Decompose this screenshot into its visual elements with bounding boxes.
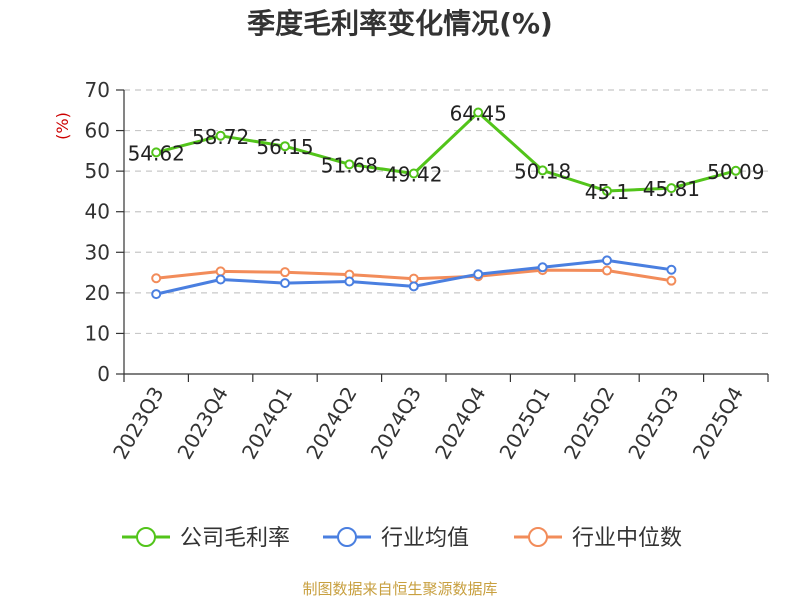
- legend-item[interactable]: 行业中位数: [514, 526, 682, 551]
- data-label: 58.72: [192, 125, 249, 149]
- data-point: [473, 107, 484, 118]
- data-label: 49.42: [385, 162, 442, 186]
- data-point: [408, 168, 419, 179]
- data-label: 50.18: [514, 159, 571, 183]
- y-tick-label: 20: [85, 281, 110, 305]
- data-point: [151, 273, 162, 284]
- legend-swatch-marker: [528, 527, 548, 547]
- y-axis-label: (%): [53, 112, 72, 140]
- data-point: [280, 267, 290, 278]
- data-point: [344, 159, 355, 170]
- y-tick-label: 10: [85, 321, 110, 345]
- legend-swatch-marker: [136, 527, 156, 547]
- x-tick-label: 2024Q4: [430, 383, 490, 464]
- legend-label: 行业中位数: [572, 526, 682, 551]
- x-tick-label: 2025Q2: [559, 383, 619, 464]
- grid: [124, 89, 768, 335]
- series-line: [155, 111, 737, 193]
- y-tick-label: 60: [85, 119, 110, 143]
- data-point: [408, 281, 419, 292]
- x-tick-label: 2023Q4: [172, 383, 232, 464]
- data-point: [666, 183, 677, 194]
- x-tick-label: 2025Q3: [623, 383, 683, 464]
- data-point: [215, 130, 226, 141]
- data-point: [151, 147, 162, 158]
- data-point: [666, 275, 677, 286]
- legend-label: 行业均值: [381, 526, 469, 551]
- legend-swatch-marker: [337, 527, 357, 547]
- data-label: 54.62: [128, 141, 185, 165]
- data-labels: 54.62 58.72 56.15 51.68 49.42 64.45 50.18 45.1 4…: [128, 102, 765, 205]
- data-label: 45.81: [643, 177, 700, 201]
- data-point: [280, 278, 290, 289]
- y-tick-label: 0: [97, 362, 110, 386]
- y-tick-label: 70: [85, 78, 110, 102]
- data-point: [473, 269, 484, 280]
- data-point: [730, 165, 741, 176]
- legend-label: 公司毛利率: [180, 526, 290, 551]
- data-point: [537, 165, 548, 176]
- data-point: [215, 266, 226, 277]
- x-tick-label: 2024Q2: [301, 383, 361, 464]
- data-point: [215, 274, 226, 285]
- data-label: 50.09: [707, 160, 764, 184]
- data-point: [537, 262, 548, 273]
- data-label: 64.45: [450, 102, 507, 126]
- y-tick-label: 40: [85, 200, 110, 224]
- y-tick-label: 50: [85, 159, 110, 183]
- data-point: [280, 141, 290, 152]
- data-point: [344, 276, 355, 287]
- data-label: 45.1: [585, 180, 630, 204]
- x-tick-label: 2025Q1: [494, 383, 554, 464]
- data-point: [602, 265, 612, 276]
- data-point: [602, 186, 612, 197]
- x-tick-label: 2025Q4: [688, 383, 748, 464]
- x-tick-label: 2024Q1: [237, 383, 297, 464]
- chart-title: 季度毛利率变化情况(%): [247, 7, 553, 40]
- data-label: 56.15: [256, 135, 313, 159]
- series: [151, 107, 741, 300]
- x-tick-label: 2024Q3: [366, 383, 426, 464]
- y-tick-label: 30: [85, 240, 110, 264]
- data-point: [666, 264, 677, 275]
- legend-item[interactable]: 公司毛利率: [122, 526, 290, 551]
- legend[interactable]: 公司毛利率 行业均值 行业中位数: [122, 526, 682, 551]
- x-tick-label: 2023Q3: [108, 383, 168, 464]
- data-label: 51.68: [321, 153, 378, 177]
- source-note: 制图数据来自恒生聚源数据库: [302, 580, 497, 598]
- data-point: [151, 289, 162, 300]
- legend-item[interactable]: 行业均值: [323, 526, 469, 551]
- data-point: [602, 255, 612, 266]
